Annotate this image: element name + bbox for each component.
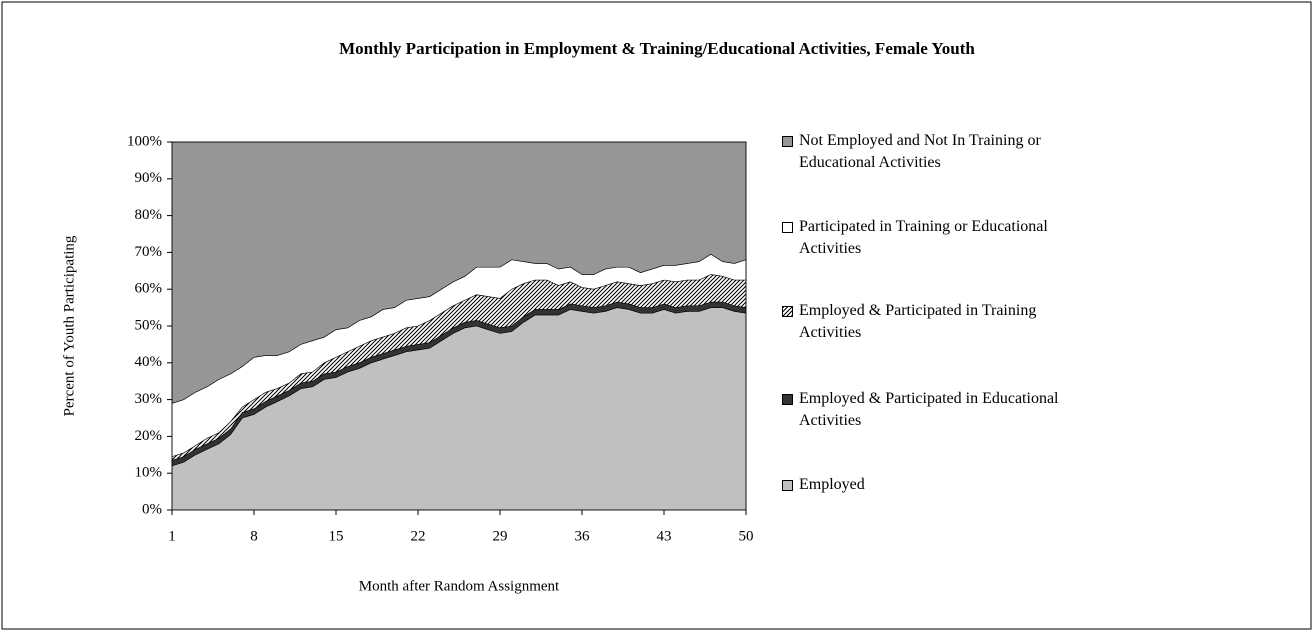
legend-swatch [782, 222, 793, 233]
legend-entry: Not Employed and Not In Training or Educ… [782, 130, 1072, 174]
legend-entry: Employed & Participated in Training Acti… [782, 300, 1072, 344]
y-tick-label: 80% [135, 207, 163, 223]
legend-swatch [782, 480, 793, 491]
y-tick-label: 30% [135, 391, 163, 407]
y-tick-label: 60% [135, 281, 163, 297]
y-tick-label: 0% [142, 501, 162, 517]
x-axis-label: Month after Random Assignment [359, 578, 560, 594]
legend-entry: Participated in Training or Educational … [782, 216, 1072, 260]
chart-title: Monthly Participation in Employment & Tr… [339, 39, 975, 58]
y-tick-label: 20% [135, 428, 163, 444]
legend-label: Employed & Participated in Training Acti… [799, 302, 1037, 341]
y-tick-label: 10% [135, 465, 163, 481]
y-tick-label: 100% [127, 133, 162, 149]
y-tick-label: 90% [135, 170, 163, 186]
x-tick-label: 36 [575, 528, 591, 544]
legend-swatch [782, 394, 793, 405]
legend-label: Participated in Training or Educational … [799, 218, 1048, 257]
legend-swatch [782, 136, 793, 147]
x-tick-label: 29 [493, 528, 508, 544]
x-tick-label: 15 [329, 528, 344, 544]
legend-label: Not Employed and Not In Training or Educ… [799, 132, 1041, 171]
x-tick-label: 43 [657, 528, 672, 544]
y-tick-label: 70% [135, 244, 163, 260]
legend-swatch [782, 306, 793, 317]
x-tick-label: 8 [250, 528, 258, 544]
y-tick-label: 40% [135, 354, 163, 370]
legend-entry: Employed & Participated in Educational A… [782, 388, 1072, 432]
y-axis-label: Percent of Youth Participating [61, 235, 77, 416]
legend-label: Employed [799, 476, 865, 493]
x-tick-label: 22 [411, 528, 426, 544]
y-tick-label: 50% [135, 317, 163, 333]
x-tick-label: 1 [168, 528, 176, 544]
legend-label: Employed & Participated in Educational A… [799, 390, 1059, 429]
x-tick-label: 50 [739, 528, 754, 544]
legend-entry: Employed [782, 474, 1072, 496]
